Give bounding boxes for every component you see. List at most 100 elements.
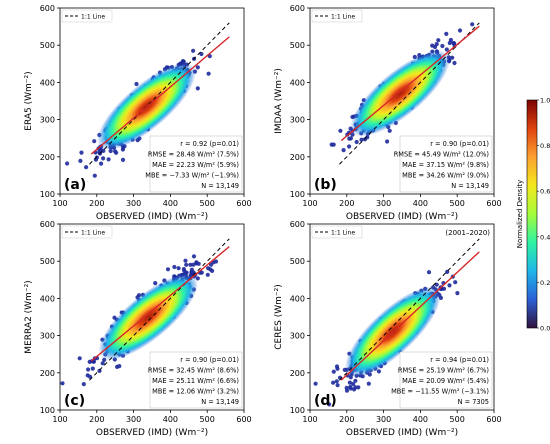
regression-line bbox=[340, 25, 480, 142]
data-point bbox=[91, 359, 96, 364]
data-point bbox=[452, 60, 457, 66]
stats-line: N = 13,149 bbox=[201, 398, 239, 406]
stats-line: MBE = 34.26 W/m² (9.0%) bbox=[402, 172, 489, 180]
data-point bbox=[444, 47, 449, 52]
panel-label: (b) bbox=[314, 177, 337, 193]
data-point bbox=[195, 65, 200, 70]
data-point bbox=[450, 55, 455, 60]
data-point bbox=[191, 254, 197, 259]
data-point bbox=[335, 366, 340, 371]
colorbar-tick-label: 0.4 bbox=[540, 233, 550, 241]
legend-label: 1:1 Line bbox=[81, 230, 105, 237]
x-tick-label: 100 bbox=[302, 199, 317, 208]
data-point bbox=[77, 356, 82, 361]
data-point bbox=[199, 51, 204, 57]
data-point bbox=[440, 43, 445, 49]
y-tick-label: 500 bbox=[290, 41, 305, 50]
data-point bbox=[99, 161, 104, 166]
panel-label: (d) bbox=[314, 393, 337, 409]
y-tick-label: 600 bbox=[290, 4, 305, 13]
data-point bbox=[470, 22, 475, 27]
data-point bbox=[60, 381, 65, 386]
x-axis-label: OBSERVED (IMD) (Wm⁻²) bbox=[346, 428, 458, 438]
legend-label: 1:1 Line bbox=[331, 230, 355, 237]
data-point bbox=[134, 81, 139, 87]
x-tick-label: 500 bbox=[450, 199, 465, 208]
colorbar-tick-label: 0.6 bbox=[540, 188, 550, 196]
panel-1: 100 200 300 400 500 600 100 200 300 400 500 600 OBSE… bbox=[24, 4, 252, 222]
data-point bbox=[366, 381, 371, 386]
data-point bbox=[172, 264, 177, 270]
y-tick-label: 200 bbox=[40, 369, 55, 378]
data-point bbox=[376, 369, 381, 374]
plot-frame bbox=[59, 223, 245, 411]
stats-line: MBE = −7.33 W/m² (−1.9%) bbox=[145, 172, 239, 180]
y-tick-label: 300 bbox=[290, 116, 305, 125]
legend-box bbox=[61, 9, 113, 23]
panel-label: (a) bbox=[64, 177, 86, 193]
stats-line: N = 7305 bbox=[458, 398, 489, 406]
y-tick-label: 100 bbox=[40, 406, 55, 415]
data-point bbox=[90, 366, 95, 371]
stats-box bbox=[399, 351, 493, 409]
stats-line: r = 0.90 (p=0.01) bbox=[430, 140, 489, 148]
data-point bbox=[432, 44, 438, 50]
regression-line bbox=[90, 36, 230, 155]
data-point bbox=[359, 137, 364, 142]
colorbar-tick-label: 0.0 bbox=[540, 325, 550, 333]
stats-line: MBE = 12.06 W/m² (3.2%) bbox=[152, 388, 239, 396]
data-point bbox=[452, 41, 457, 46]
y-tick-label: 100 bbox=[290, 190, 305, 199]
point-cloud bbox=[65, 22, 230, 178]
x-tick-label: 300 bbox=[126, 415, 141, 424]
x-axis-label: OBSERVED (IMD) (Wm⁻²) bbox=[96, 212, 208, 222]
x-tick-label: 600 bbox=[486, 199, 501, 208]
y-tick-label: 500 bbox=[40, 257, 55, 266]
data-point bbox=[455, 291, 460, 296]
y-tick-label: 100 bbox=[40, 190, 55, 199]
data-point bbox=[327, 402, 332, 407]
plot-frame bbox=[309, 223, 495, 411]
data-point bbox=[347, 144, 352, 149]
x-tick-label: 200 bbox=[339, 415, 354, 424]
panel-label: (c) bbox=[64, 393, 85, 409]
data-point bbox=[335, 383, 340, 388]
stats-line: N = 13,149 bbox=[201, 182, 239, 190]
stats-line: RMSE = 45.49 W/m² (12.0%) bbox=[394, 151, 489, 159]
data-point bbox=[120, 157, 126, 162]
data-point bbox=[387, 128, 392, 133]
data-point bbox=[106, 157, 111, 162]
data-point bbox=[426, 270, 432, 275]
x-tick-label: 200 bbox=[89, 199, 104, 208]
data-point bbox=[183, 258, 188, 263]
stats-box bbox=[149, 135, 243, 193]
plot-frame bbox=[309, 7, 495, 195]
period-label: (2001–2020) bbox=[445, 229, 490, 237]
y-tick-label: 400 bbox=[290, 78, 305, 87]
y-tick-label: 300 bbox=[40, 116, 55, 125]
x-tick-label: 100 bbox=[302, 415, 317, 424]
data-point bbox=[348, 386, 353, 391]
colorbar-tick-label: 1.0 bbox=[540, 97, 550, 105]
stats-line: N = 13,149 bbox=[451, 182, 489, 190]
data-point bbox=[341, 148, 346, 153]
stats-line: RMSE = 28.48 W/m² (7.5%) bbox=[148, 151, 239, 159]
x-axis-label: OBSERVED (IMD) (Wm⁻²) bbox=[96, 428, 208, 438]
data-point bbox=[385, 139, 390, 144]
data-point bbox=[210, 268, 215, 273]
data-point bbox=[191, 262, 196, 267]
y-tick-label: 200 bbox=[40, 153, 55, 162]
data-point bbox=[86, 367, 91, 372]
point-cloud bbox=[60, 238, 230, 387]
data-point bbox=[353, 385, 358, 390]
x-tick-label: 600 bbox=[236, 199, 251, 208]
stats-line: MBE = −11.55 W/m² (−3.1%) bbox=[391, 388, 489, 396]
y-tick-label: 600 bbox=[40, 4, 55, 13]
stats-line: MAE = 25.11 W/m² (6.6%) bbox=[152, 377, 239, 385]
x-tick-label: 600 bbox=[236, 415, 251, 424]
stats-line: RMSE = 25.19 W/m² (6.7%) bbox=[398, 367, 489, 375]
data-point bbox=[101, 156, 106, 161]
x-tick-label: 300 bbox=[376, 199, 391, 208]
data-point bbox=[448, 37, 453, 43]
